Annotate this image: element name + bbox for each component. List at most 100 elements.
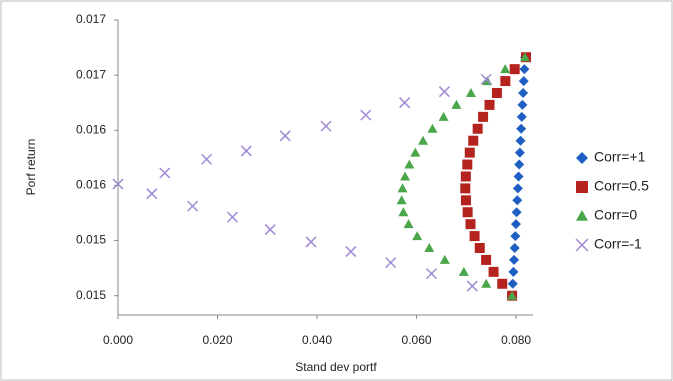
square-marker [484,99,495,110]
y-tick-label: 0.017 [76,67,106,81]
cross-marker [187,200,199,212]
diamond-marker [517,99,528,110]
cross-marker [201,153,213,165]
square-marker [462,207,473,218]
square-marker [460,171,471,182]
triangle-marker [507,290,518,300]
triangle-marker [400,171,411,181]
diamond-marker [516,123,527,134]
triangle-marker [519,52,530,62]
square-marker [464,147,475,158]
cross-marker [159,167,171,179]
x-tick-label: 0.000 [103,333,133,347]
cross-marker [399,97,411,109]
triangle-marker [418,135,429,145]
x-axis-label: Stand dev portf [295,360,377,374]
triangle-marker [404,159,415,169]
legend-label: Corr=-1 [594,236,642,252]
legend-label: Corr=0 [594,207,637,223]
triangle-marker [451,99,462,109]
legend-label: Corr=0.5 [594,178,649,194]
triangle-marker [458,266,469,276]
cross-marker [226,211,238,223]
diamond-marker [514,147,525,158]
diamond-marker [511,207,522,218]
legend-marker [575,238,589,252]
cross-marker [264,224,276,236]
triangle-marker [439,254,450,264]
square-marker [462,159,473,170]
diamond-marker [514,159,525,170]
diamond-marker [510,231,521,242]
cross-marker [279,130,291,142]
square-marker [468,135,479,146]
cross-marker [320,120,332,132]
square-marker [474,243,485,254]
cross-marker [480,73,492,85]
square-marker [497,278,508,289]
y-axis-label: Porf return [24,139,38,196]
y-tick-label: 0.016 [76,178,106,192]
y-tick-label: 0.017 [76,12,106,26]
triangle-marker [397,183,408,193]
legend-marker [576,181,588,193]
diamond-marker [519,64,530,75]
cross-marker [112,178,124,190]
triangle-marker [396,195,407,205]
cross-marker [438,86,450,98]
cross-marker [360,109,372,121]
cross-marker [305,236,317,248]
triangle-marker [410,147,421,157]
diamond-marker [509,254,520,265]
legend-label: Corr=+1 [594,149,646,165]
triangle-marker [424,243,435,253]
square-marker [481,254,492,265]
square-marker [488,266,499,277]
square-marker [469,231,480,242]
triangle-marker [427,123,438,133]
square-marker [465,219,476,230]
y-tick-label: 0.015 [76,288,106,302]
diamond-marker [507,278,518,289]
diamond-marker [513,171,524,182]
triangle-marker [465,87,476,97]
y-tick-label: 0.016 [76,122,106,136]
square-marker [478,111,489,122]
square-marker [460,183,471,194]
legend-marker [576,210,588,221]
diamond-marker [518,87,529,98]
legend-marker [576,152,588,164]
diamond-marker [509,243,520,254]
x-tick-label: 0.080 [501,333,531,347]
diamond-marker [516,111,527,122]
triangle-marker [481,278,492,288]
cross-marker [385,257,397,269]
x-tick-label: 0.040 [302,333,332,347]
square-marker [460,195,471,206]
diamond-marker [508,266,519,277]
x-tick-label: 0.060 [402,333,432,347]
cross-marker [425,268,438,280]
triangle-marker [438,111,449,121]
cross-marker [146,188,158,200]
triangle-marker [412,231,423,241]
cross-marker [240,145,252,157]
diamond-marker [512,195,523,206]
diamond-marker [518,76,529,87]
triangle-marker [403,219,414,229]
diamond-marker [510,219,521,230]
square-marker [509,64,520,75]
square-marker [472,123,483,134]
square-marker [500,76,511,87]
square-marker [491,87,502,98]
cross-marker [466,280,478,292]
cross-marker [345,246,357,258]
diamond-marker [515,135,526,146]
y-tick-label: 0.015 [76,233,106,247]
triangle-marker [500,64,511,74]
x-tick-label: 0.020 [203,333,233,347]
diamond-marker [512,183,523,194]
triangle-marker [398,207,409,217]
